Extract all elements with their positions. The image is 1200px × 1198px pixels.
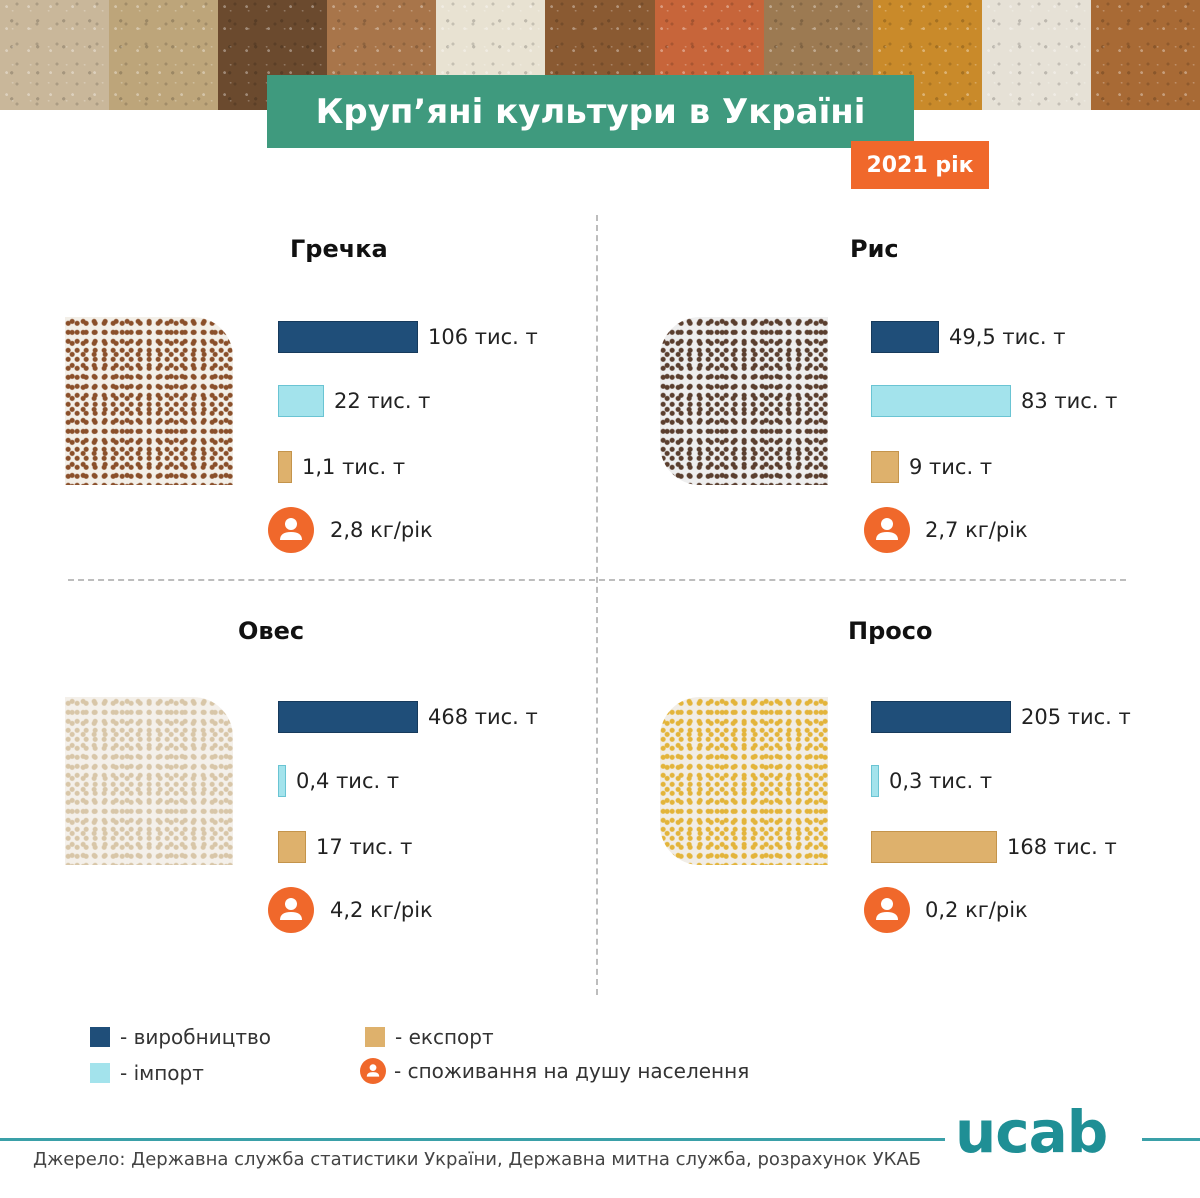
legend-production-label: - виробництво bbox=[120, 1025, 271, 1049]
bar-label-import: 22 тис. т bbox=[334, 389, 431, 413]
legend-export: - експорт bbox=[365, 1025, 494, 1049]
bar-export bbox=[278, 451, 292, 483]
bar-production bbox=[871, 321, 939, 353]
crop-photo bbox=[660, 317, 828, 485]
crop-photo bbox=[660, 697, 828, 865]
bar-label-production: 49,5 тис. т bbox=[949, 325, 1066, 349]
grain-tile bbox=[1090, 0, 1200, 110]
crop-panel-millet: Просо 205 тис. т 0,3 тис. т 168 тис. т 0,2 к… bbox=[655, 595, 1200, 955]
bar-label-export: 1,1 тис. т bbox=[302, 455, 406, 479]
crop-panel-rice: Рис 49,5 тис. т 83 тис. т 9 тис. т 2,7 кг/рі… bbox=[655, 215, 1200, 575]
legend-production-swatch bbox=[90, 1027, 110, 1047]
bar-export bbox=[278, 831, 306, 863]
legend-consumption: - споживання на душу населення bbox=[360, 1058, 749, 1084]
bar-import bbox=[278, 765, 286, 797]
year-badge: 2021 рік bbox=[851, 141, 989, 189]
bar-label-production: 468 тис. т bbox=[428, 705, 538, 729]
bar-import bbox=[871, 385, 1011, 417]
grain-tile bbox=[109, 0, 219, 110]
legend-import: - імпорт bbox=[90, 1061, 204, 1085]
bar-label-export: 168 тис. т bbox=[1007, 835, 1117, 859]
vertical-divider bbox=[596, 215, 598, 995]
legend-export-swatch bbox=[365, 1027, 385, 1047]
bar-production bbox=[278, 701, 418, 733]
crop-name: Рис bbox=[850, 235, 899, 263]
consumption-label: 2,7 кг/рік bbox=[925, 518, 1028, 542]
horizontal-divider bbox=[68, 579, 1126, 581]
crop-name: Овес bbox=[238, 617, 305, 645]
bar-label-export: 9 тис. т bbox=[909, 455, 993, 479]
person-icon bbox=[360, 1058, 386, 1084]
person-icon bbox=[268, 887, 314, 933]
legend-import-label: - імпорт bbox=[120, 1061, 204, 1085]
legend-consumption-label: - споживання на душу населення bbox=[394, 1059, 750, 1083]
bar-label-production: 205 тис. т bbox=[1021, 705, 1131, 729]
bar-label-import: 83 тис. т bbox=[1021, 389, 1118, 413]
bar-import bbox=[278, 385, 324, 417]
crop-photo bbox=[65, 317, 233, 485]
bar-label-import: 0,4 тис. т bbox=[296, 769, 400, 793]
person-icon bbox=[864, 887, 910, 933]
grain-tile bbox=[981, 0, 1091, 110]
footer-rule bbox=[0, 1138, 945, 1141]
legend-import-swatch bbox=[90, 1063, 110, 1083]
page-title: Круп’яні культури в Україні bbox=[315, 91, 866, 132]
bar-import bbox=[871, 765, 879, 797]
consumption-label: 2,8 кг/рік bbox=[330, 518, 433, 542]
person-icon bbox=[268, 507, 314, 553]
legend-production: - виробництво bbox=[90, 1025, 271, 1049]
legend-export-label: - експорт bbox=[395, 1025, 494, 1049]
bar-production bbox=[278, 321, 418, 353]
crop-name: Просо bbox=[848, 617, 933, 645]
year-label: 2021 рік bbox=[866, 152, 974, 178]
bar-label-export: 17 тис. т bbox=[316, 835, 413, 859]
grain-tile bbox=[0, 0, 110, 110]
ucab-logo: ucab bbox=[955, 1098, 1108, 1166]
bar-production bbox=[871, 701, 1011, 733]
crop-panel-oats: Овес 468 тис. т 0,4 тис. т 17 тис. т 4,2 кг/… bbox=[60, 595, 620, 955]
person-icon bbox=[864, 507, 910, 553]
bar-label-production: 106 тис. т bbox=[428, 325, 538, 349]
title-banner: Круп’яні культури в Україні bbox=[267, 75, 914, 148]
crop-photo bbox=[65, 697, 233, 865]
bar-export bbox=[871, 451, 899, 483]
bar-export bbox=[871, 831, 997, 863]
consumption-label: 0,2 кг/рік bbox=[925, 898, 1028, 922]
bar-label-import: 0,3 тис. т bbox=[889, 769, 993, 793]
crop-panel-buckwheat: Гречка 106 тис. т 22 тис. т 1,1 тис. т 2,8 к… bbox=[60, 215, 620, 575]
footer-rule-right bbox=[1142, 1138, 1200, 1141]
source-note: Джерело: Державна служба статистики Укра… bbox=[33, 1149, 922, 1170]
consumption-label: 4,2 кг/рік bbox=[330, 898, 433, 922]
crop-name: Гречка bbox=[290, 235, 388, 263]
